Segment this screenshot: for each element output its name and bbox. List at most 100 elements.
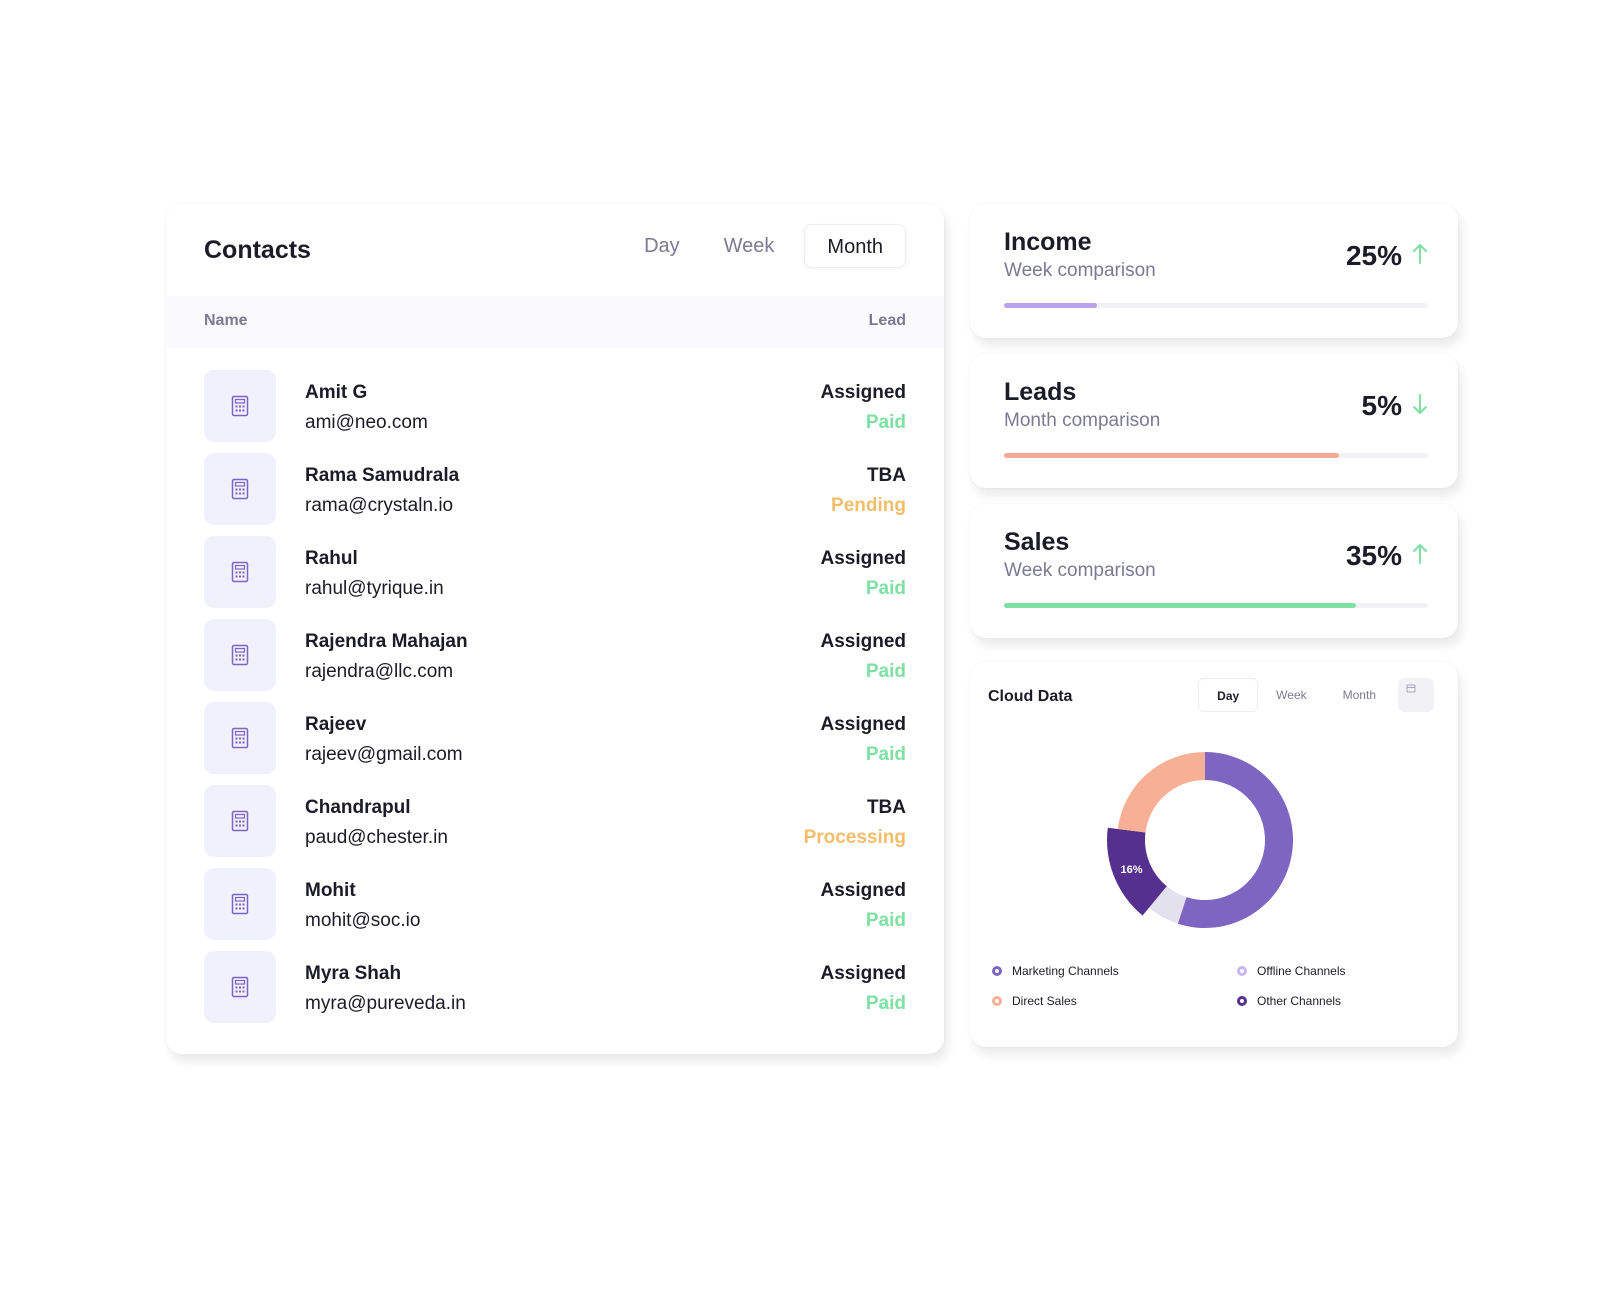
contact-avatar [204, 536, 276, 608]
contact-name: Chandrapul [305, 797, 411, 818]
leads-card: Leads Month comparison 5% [970, 354, 1458, 488]
legend-item[interactable]: Marketing Channels [992, 964, 1119, 978]
contact-status: Paid [865, 993, 906, 1014]
contact-lead: TBA [866, 465, 906, 486]
table-row[interactable]: Mohit mohit@soc.io Assigned Paid [166, 868, 944, 951]
contact-email: mohit@soc.io [305, 910, 421, 931]
contact-name: Rajeev [305, 714, 367, 735]
cloud-data-card: Cloud Data Day Week Month 16% Marketing … [970, 662, 1458, 1047]
calculator-icon [231, 727, 249, 749]
calculator-icon [231, 644, 249, 666]
contact-lead: TBA [866, 797, 906, 818]
cloud-tab-month[interactable]: Month [1342, 688, 1376, 702]
contact-name: Mohit [305, 880, 356, 901]
cloud-tab-day[interactable]: Day [1198, 678, 1259, 712]
contact-email: rajendra@llc.com [305, 661, 454, 682]
contact-name: Amit G [305, 382, 368, 403]
contact-lead: Assigned [820, 548, 906, 569]
income-progress-fill [1004, 303, 1098, 308]
contact-status: Paid [865, 910, 906, 931]
contact-avatar [204, 785, 276, 857]
contacts-list: Amit G ami@neo.com Assigned Paid Rama Samudr… [166, 370, 944, 1034]
contact-email: ami@neo.com [305, 412, 428, 433]
donut-slice-offline-channels[interactable] [1148, 886, 1187, 924]
contact-avatar [204, 370, 276, 442]
tab-day[interactable]: Day [644, 235, 680, 257]
contact-status: Paid [865, 661, 906, 682]
contact-avatar [204, 453, 276, 525]
contact-lead: Assigned [820, 631, 906, 652]
table-row[interactable]: Rajeev rajeev@gmail.com Assigned Paid [166, 702, 944, 785]
leads-title: Leads [1004, 378, 1077, 406]
table-row[interactable]: Myra Shah myra@pureveda.in Assigned Paid [166, 951, 944, 1034]
tab-month[interactable]: Month [804, 224, 906, 268]
income-subtitle: Week comparison [1004, 260, 1156, 281]
contact-lead: Assigned [820, 880, 906, 901]
sales-card: Sales Week comparison 35% [970, 504, 1458, 638]
calendar-button[interactable] [1398, 678, 1434, 712]
contact-lead: Assigned [820, 963, 906, 984]
contact-email: myra@pureveda.in [305, 993, 466, 1014]
legend-item[interactable]: Direct Sales [992, 994, 1077, 1008]
column-header-lead[interactable]: Lead [868, 312, 906, 329]
table-row[interactable]: Rama Samudrala rama@crystaln.io TBA Pending [166, 453, 944, 536]
legend-item[interactable]: Offline Channels [1237, 964, 1346, 978]
contact-avatar [204, 619, 276, 691]
legend-item[interactable]: Other Channels [1237, 994, 1341, 1008]
income-value: 25% [1345, 240, 1402, 271]
calculator-icon [231, 893, 249, 915]
contact-name: Rama Samudrala [305, 465, 460, 486]
legend-dot-icon [992, 996, 1002, 1006]
contact-email: rama@crystaln.io [305, 495, 454, 516]
calendar-icon [1406, 684, 1416, 693]
contact-name: Myra Shah [305, 963, 402, 984]
donut-slice-marketing-channels[interactable] [1177, 752, 1293, 928]
contacts-title: Contacts [204, 236, 311, 264]
calculator-icon [231, 976, 249, 998]
contact-lead: Assigned [820, 714, 906, 735]
contact-email: rahul@tyrique.in [305, 578, 444, 599]
contact-email: rajeev@gmail.com [305, 744, 463, 765]
cloud-data-donut-chart: 16% [1107, 752, 1293, 928]
legend-label: Direct Sales [1012, 994, 1077, 1008]
cloud-data-title: Cloud Data [988, 688, 1073, 705]
leads-subtitle: Month comparison [1004, 410, 1161, 431]
table-row[interactable]: Rahul rahul@tyrique.in Assigned Paid [166, 536, 944, 619]
donut-slice-direct-sales[interactable] [1117, 752, 1205, 833]
contacts-tabs: Day Week Month [622, 224, 906, 268]
column-header-name[interactable]: Name [204, 312, 248, 329]
legend-dot-icon [1237, 996, 1247, 1006]
table-row[interactable]: Chandrapul paud@chester.in TBA Processing [166, 785, 944, 868]
contact-avatar [204, 702, 276, 774]
contact-email: paud@chester.in [305, 827, 448, 848]
arrow-down-icon [1413, 394, 1427, 414]
tab-week[interactable]: Week [723, 235, 775, 257]
donut-slice-other-channels[interactable] [1107, 827, 1167, 916]
table-row[interactable]: Amit G ami@neo.com Assigned Paid [166, 370, 944, 453]
table-row[interactable]: Rajendra Mahajan rajendra@llc.com Assigned… [166, 619, 944, 702]
income-card: Income Week comparison 25% [970, 204, 1458, 338]
sales-subtitle: Week comparison [1004, 560, 1156, 581]
arrow-up-icon [1413, 544, 1427, 564]
contact-status: Processing [803, 827, 906, 848]
contact-avatar [204, 951, 276, 1023]
legend-label: Other Channels [1257, 994, 1342, 1008]
calculator-icon [231, 810, 249, 832]
legend-dot-icon [992, 966, 1002, 976]
calculator-icon [231, 561, 249, 583]
leads-progress-fill [1004, 453, 1339, 458]
leads-value: 5% [1361, 390, 1402, 421]
arrow-up-icon [1413, 244, 1427, 264]
donut-slice-label: 16% [1121, 864, 1143, 876]
legend-dot-icon [1237, 966, 1247, 976]
contacts-card: Contacts Day Week Month Name Lead Amit G… [166, 204, 944, 1054]
leads-progress-track [1004, 453, 1428, 458]
income-progress-track [1004, 303, 1428, 308]
contact-avatar [204, 868, 276, 940]
legend-label: Offline Channels [1257, 964, 1346, 978]
contact-status: Pending [831, 495, 906, 516]
table-header: Name Lead [166, 296, 944, 348]
cloud-tab-week[interactable]: Week [1276, 688, 1307, 702]
sales-value: 35% [1345, 540, 1402, 571]
calculator-icon [231, 395, 249, 417]
